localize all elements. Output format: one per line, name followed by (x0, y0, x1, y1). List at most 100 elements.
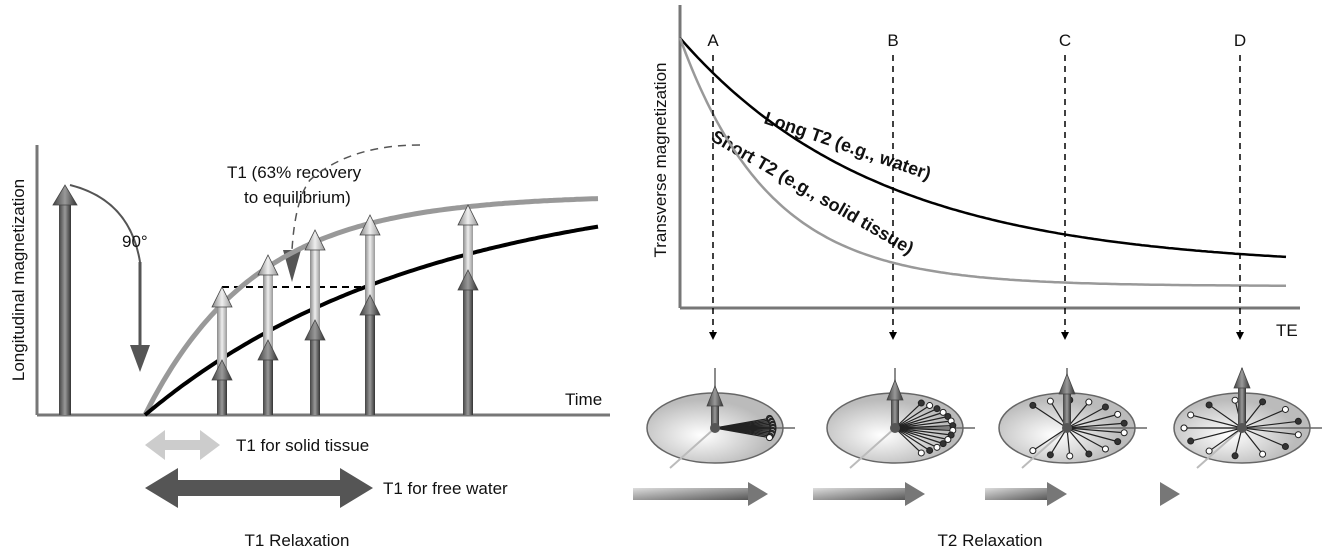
t1-y-label: Longitudinal magnetization (9, 179, 28, 381)
disc-axis (669, 427, 716, 469)
disc-axis (1196, 427, 1243, 469)
water-vector (217, 376, 227, 415)
spin-vector (1208, 404, 1243, 429)
spin-tip (1120, 429, 1128, 437)
disc-center (1062, 423, 1072, 433)
te-guide-head (1061, 332, 1069, 340)
solid-range-arrow (145, 430, 220, 460)
te-guide-head (889, 332, 897, 340)
spin-tip (933, 405, 941, 413)
t2-x-label: TE (1276, 321, 1298, 340)
spin-vector (1241, 427, 1286, 448)
longitudinal-vector (891, 396, 899, 428)
spin-tip (1281, 405, 1289, 413)
spin-tip (1294, 431, 1302, 439)
spin-tip (1066, 452, 1074, 460)
spin-tip (1231, 396, 1239, 404)
spin-vector (894, 427, 922, 454)
spin-vector (1049, 427, 1068, 456)
short-label: Short T2 (e.g., solid tissue) (708, 126, 917, 258)
longitudinal-vector (711, 402, 719, 428)
spin-tip (1101, 445, 1109, 453)
spin-vector (1190, 414, 1243, 429)
spin-vector (894, 427, 952, 436)
spin-vector (1066, 427, 1118, 443)
spin-vector (894, 411, 944, 429)
t2-y-label: Transverse magnetization (651, 63, 670, 258)
water-vector-head (257, 339, 279, 361)
t2-caption: T2 Relaxation (938, 531, 1043, 550)
spin-vector (894, 427, 938, 448)
water-range-arrow (145, 468, 373, 508)
t1-note: to equilibrium) (244, 188, 351, 207)
solid-vector-head (457, 204, 479, 226)
spin-vector (1241, 408, 1286, 429)
spin-tip (917, 449, 925, 457)
water-vector-head (457, 269, 479, 291)
spin-tip (944, 435, 952, 443)
point-label: D (1234, 31, 1246, 50)
spin-tip (939, 440, 947, 448)
spin-vector (894, 427, 949, 441)
net-vector-bar (985, 488, 1049, 500)
spin-tip (1046, 397, 1054, 405)
spin-vector (894, 420, 952, 429)
water-vector-head (359, 294, 381, 316)
solid-label: T1 for solid tissue (236, 436, 369, 455)
spin-vector (894, 402, 922, 429)
disc-center (890, 423, 900, 433)
water-vector (263, 356, 273, 415)
te-guide-head (1236, 332, 1244, 340)
spin-tip (1101, 403, 1109, 411)
spin-tip (765, 434, 773, 442)
solid-vector-head (257, 254, 279, 276)
spin-tip (1205, 401, 1213, 409)
spin-tip (1085, 450, 1093, 458)
disc-center (1237, 423, 1247, 433)
spin-tip (1085, 398, 1093, 406)
spin-tip (1187, 411, 1195, 419)
spin-vector (894, 427, 944, 445)
spin-tip (1029, 447, 1037, 455)
solid-vector-head (359, 214, 381, 236)
point-label: A (707, 31, 719, 50)
water-vector (365, 311, 375, 415)
spin-tip (1259, 450, 1267, 458)
t1-caption: T1 Relaxation (245, 531, 350, 550)
water-label: T1 for free water (383, 479, 508, 498)
spin-vector (1066, 406, 1106, 429)
disc-axis (849, 427, 896, 469)
flip-arrowhead (130, 345, 150, 372)
longitudinal-vector (1238, 384, 1246, 428)
spin-tip (1046, 451, 1054, 459)
water-vector (463, 286, 473, 415)
net-vector-bar (813, 488, 907, 500)
longitudinal-vector-head (1233, 366, 1251, 389)
water-vector (310, 336, 320, 415)
net-vector-head (905, 482, 925, 506)
spin-tip (1294, 417, 1302, 425)
flip-label: 90° (122, 232, 148, 251)
t1-note-pointer (291, 144, 421, 251)
longitudinal-vector-head (706, 384, 724, 407)
spin-tip (1029, 401, 1037, 409)
t1-x-label: Time (565, 390, 602, 409)
solid-vector-head (304, 229, 326, 251)
spin-vector (714, 427, 770, 439)
spin-vector (1066, 427, 1090, 455)
spin-vector (1241, 427, 1299, 436)
water-vector-head (211, 359, 233, 381)
net-vector-head (1047, 482, 1067, 506)
spin-vector (894, 427, 953, 431)
spin-vector (1208, 427, 1243, 452)
spin-tip (1205, 447, 1213, 455)
spin-vector (1066, 427, 1125, 434)
spin-vector (894, 415, 949, 429)
initial-vector (59, 201, 71, 415)
spin-tip (926, 402, 934, 410)
spin-tip (1281, 443, 1289, 451)
point-label: B (887, 31, 898, 50)
spin-tip (1187, 437, 1195, 445)
spin-vector (1241, 420, 1299, 429)
